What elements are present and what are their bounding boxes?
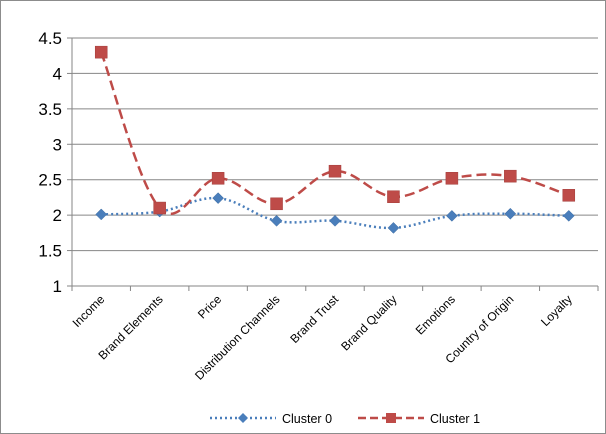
y-tick-label: 1.5 bbox=[38, 242, 62, 261]
legend-label-0: Cluster 0 bbox=[282, 412, 332, 426]
legend: Cluster 0 Cluster 1 bbox=[210, 412, 480, 426]
gridlines bbox=[72, 37, 598, 287]
x-tick-label: Income bbox=[70, 292, 108, 330]
y-tick-label: 3.5 bbox=[38, 100, 62, 119]
data-point-1-6 bbox=[445, 172, 459, 185]
y-tick-label: 4 bbox=[53, 64, 62, 83]
y-tick-labels: 1 1.5 2 2.5 3 3.5 4 4.5 bbox=[38, 29, 62, 296]
data-point-1-2 bbox=[211, 172, 225, 185]
data-point-0-8 bbox=[562, 209, 575, 222]
data-point-0-6 bbox=[446, 209, 458, 222]
x-tick-label: Brand Trust bbox=[287, 292, 341, 346]
x-tick-label: Price bbox=[195, 292, 224, 321]
data-point-1-8 bbox=[562, 189, 576, 202]
data-point-0-3 bbox=[270, 214, 283, 227]
data-point-0-5 bbox=[387, 222, 400, 234]
y-tick-label: 4.5 bbox=[38, 29, 62, 48]
x-tick-label: Emotions bbox=[413, 292, 458, 337]
data-point-0-2 bbox=[212, 192, 224, 204]
data-point-1-1 bbox=[153, 201, 166, 215]
y-tick-label: 2 bbox=[53, 206, 62, 225]
y-tick-label: 3 bbox=[53, 135, 62, 154]
series-layer bbox=[94, 45, 576, 234]
data-point-1-3 bbox=[270, 197, 283, 211]
data-point-1-0 bbox=[94, 45, 108, 59]
y-tick-label: 2.5 bbox=[38, 171, 62, 190]
y-tick-label: 1 bbox=[53, 277, 62, 296]
x-tick-label: Brand Quality bbox=[338, 292, 399, 353]
series-line-1 bbox=[100, 51, 570, 216]
data-point-0-0 bbox=[95, 208, 108, 221]
legend-marker-1 bbox=[386, 413, 396, 423]
legend-label-1: Cluster 1 bbox=[430, 412, 480, 426]
data-point-0-4 bbox=[329, 214, 341, 227]
axes bbox=[67, 37, 599, 291]
x-tick-label: Loyalty bbox=[538, 292, 575, 329]
data-point-0-7 bbox=[504, 207, 517, 220]
data-point-1-7 bbox=[504, 169, 517, 183]
data-point-1-4 bbox=[328, 164, 342, 178]
data-point-1-5 bbox=[387, 190, 400, 203]
legend-marker-0 bbox=[238, 413, 248, 423]
